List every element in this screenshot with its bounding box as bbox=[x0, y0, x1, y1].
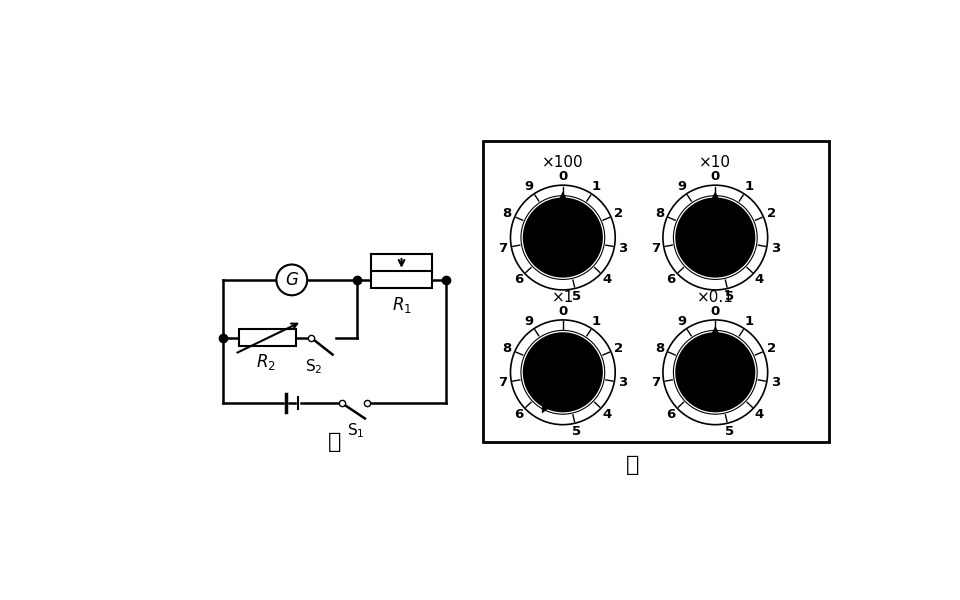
Text: 0: 0 bbox=[710, 305, 720, 318]
Bar bbox=[372, 271, 432, 289]
Text: 1: 1 bbox=[744, 180, 754, 193]
Text: 9: 9 bbox=[678, 315, 686, 328]
Circle shape bbox=[673, 331, 757, 414]
Text: 6: 6 bbox=[666, 273, 676, 286]
Text: 7: 7 bbox=[651, 242, 660, 254]
Text: 7: 7 bbox=[498, 242, 508, 254]
Text: 6: 6 bbox=[514, 273, 523, 286]
Polygon shape bbox=[711, 191, 719, 199]
Text: 0: 0 bbox=[558, 170, 567, 183]
Text: 8: 8 bbox=[655, 207, 664, 220]
Text: 8: 8 bbox=[502, 342, 512, 355]
Text: S$_2$: S$_2$ bbox=[305, 358, 323, 376]
Text: 4: 4 bbox=[603, 273, 612, 286]
Text: 5: 5 bbox=[725, 290, 733, 303]
Text: $R_2$: $R_2$ bbox=[256, 352, 276, 372]
Text: ×10: ×10 bbox=[699, 155, 732, 170]
Circle shape bbox=[511, 320, 615, 425]
Text: 7: 7 bbox=[651, 376, 660, 389]
Bar bbox=[239, 329, 296, 346]
Polygon shape bbox=[711, 326, 719, 334]
Text: 2: 2 bbox=[614, 342, 623, 355]
Text: 2: 2 bbox=[767, 207, 776, 220]
Text: ×0.1: ×0.1 bbox=[697, 290, 733, 305]
Text: 5: 5 bbox=[572, 290, 582, 303]
Polygon shape bbox=[541, 405, 549, 413]
Text: 6: 6 bbox=[666, 407, 676, 421]
Text: 1: 1 bbox=[591, 180, 601, 193]
Text: 3: 3 bbox=[618, 376, 628, 389]
Text: ×1: ×1 bbox=[552, 290, 574, 305]
Circle shape bbox=[673, 196, 757, 280]
Text: 2: 2 bbox=[614, 207, 623, 220]
Text: G: G bbox=[285, 271, 299, 289]
Text: ×100: ×100 bbox=[542, 155, 584, 170]
Text: 0: 0 bbox=[710, 170, 720, 183]
Text: 4: 4 bbox=[603, 407, 612, 421]
Text: 甲: 甲 bbox=[327, 431, 341, 452]
Text: 1: 1 bbox=[591, 315, 601, 328]
Text: 7: 7 bbox=[498, 376, 508, 389]
Text: 4: 4 bbox=[755, 273, 764, 286]
Text: 9: 9 bbox=[678, 180, 686, 193]
Text: 2: 2 bbox=[767, 342, 776, 355]
Text: 4: 4 bbox=[755, 407, 764, 421]
Text: 6: 6 bbox=[514, 407, 523, 421]
Text: 9: 9 bbox=[525, 315, 534, 328]
Text: 8: 8 bbox=[502, 207, 512, 220]
Circle shape bbox=[511, 185, 615, 290]
Text: 1: 1 bbox=[744, 315, 754, 328]
Circle shape bbox=[521, 196, 605, 280]
Circle shape bbox=[675, 332, 756, 412]
Text: 9: 9 bbox=[525, 180, 534, 193]
Circle shape bbox=[521, 331, 605, 414]
Text: 5: 5 bbox=[725, 425, 733, 438]
Text: $R_1$: $R_1$ bbox=[392, 295, 412, 314]
Circle shape bbox=[675, 197, 756, 278]
Polygon shape bbox=[559, 191, 566, 199]
Text: S$_1$: S$_1$ bbox=[347, 422, 365, 440]
Circle shape bbox=[523, 197, 603, 278]
Circle shape bbox=[663, 320, 768, 425]
Text: 0: 0 bbox=[558, 305, 567, 318]
Text: 5: 5 bbox=[572, 425, 582, 438]
Text: 3: 3 bbox=[771, 376, 780, 389]
Text: 3: 3 bbox=[618, 242, 628, 254]
Text: 3: 3 bbox=[771, 242, 780, 254]
Text: 8: 8 bbox=[655, 342, 664, 355]
Circle shape bbox=[663, 185, 768, 290]
Bar bbox=[483, 141, 829, 442]
Text: 乙: 乙 bbox=[626, 455, 639, 475]
Circle shape bbox=[276, 265, 307, 295]
Circle shape bbox=[523, 332, 603, 412]
